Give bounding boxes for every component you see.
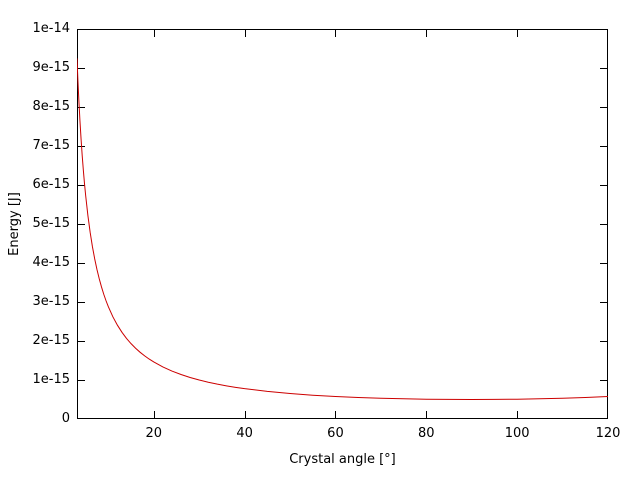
energy-curve (77, 58, 608, 401)
y-tick-label: 4e-15 (32, 255, 70, 270)
x-tick-label: 40 (236, 426, 253, 441)
plot-border (77, 29, 608, 419)
y-tick-label: 8e-15 (32, 99, 70, 114)
y-tick-label: 6e-15 (32, 177, 70, 192)
y-tick-label: 7e-15 (32, 138, 70, 153)
y-tick-label: 1e-15 (32, 372, 70, 387)
x-tick-label: 20 (145, 426, 163, 441)
y-tick-label: 3e-15 (32, 294, 70, 309)
y-tick-label: 5e-15 (32, 216, 70, 231)
x-tick-label: 60 (327, 426, 344, 441)
x-tick-label: 80 (418, 426, 435, 441)
x-tick-label: 100 (504, 426, 530, 441)
y-tick-label: 2e-15 (32, 333, 70, 348)
y-tick-label: 9e-15 (32, 60, 70, 75)
y-tick-label: 1e-14 (32, 21, 70, 36)
plot-area (77, 29, 608, 419)
x-axis-label: Crystal angle [°] (289, 452, 396, 467)
x-tick-label: 120 (595, 426, 621, 441)
y-tick-label: 0 (61, 411, 70, 426)
